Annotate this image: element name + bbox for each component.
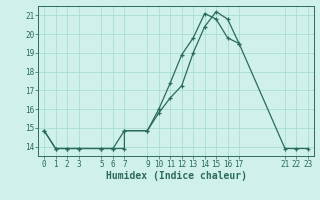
X-axis label: Humidex (Indice chaleur): Humidex (Indice chaleur) — [106, 171, 246, 181]
